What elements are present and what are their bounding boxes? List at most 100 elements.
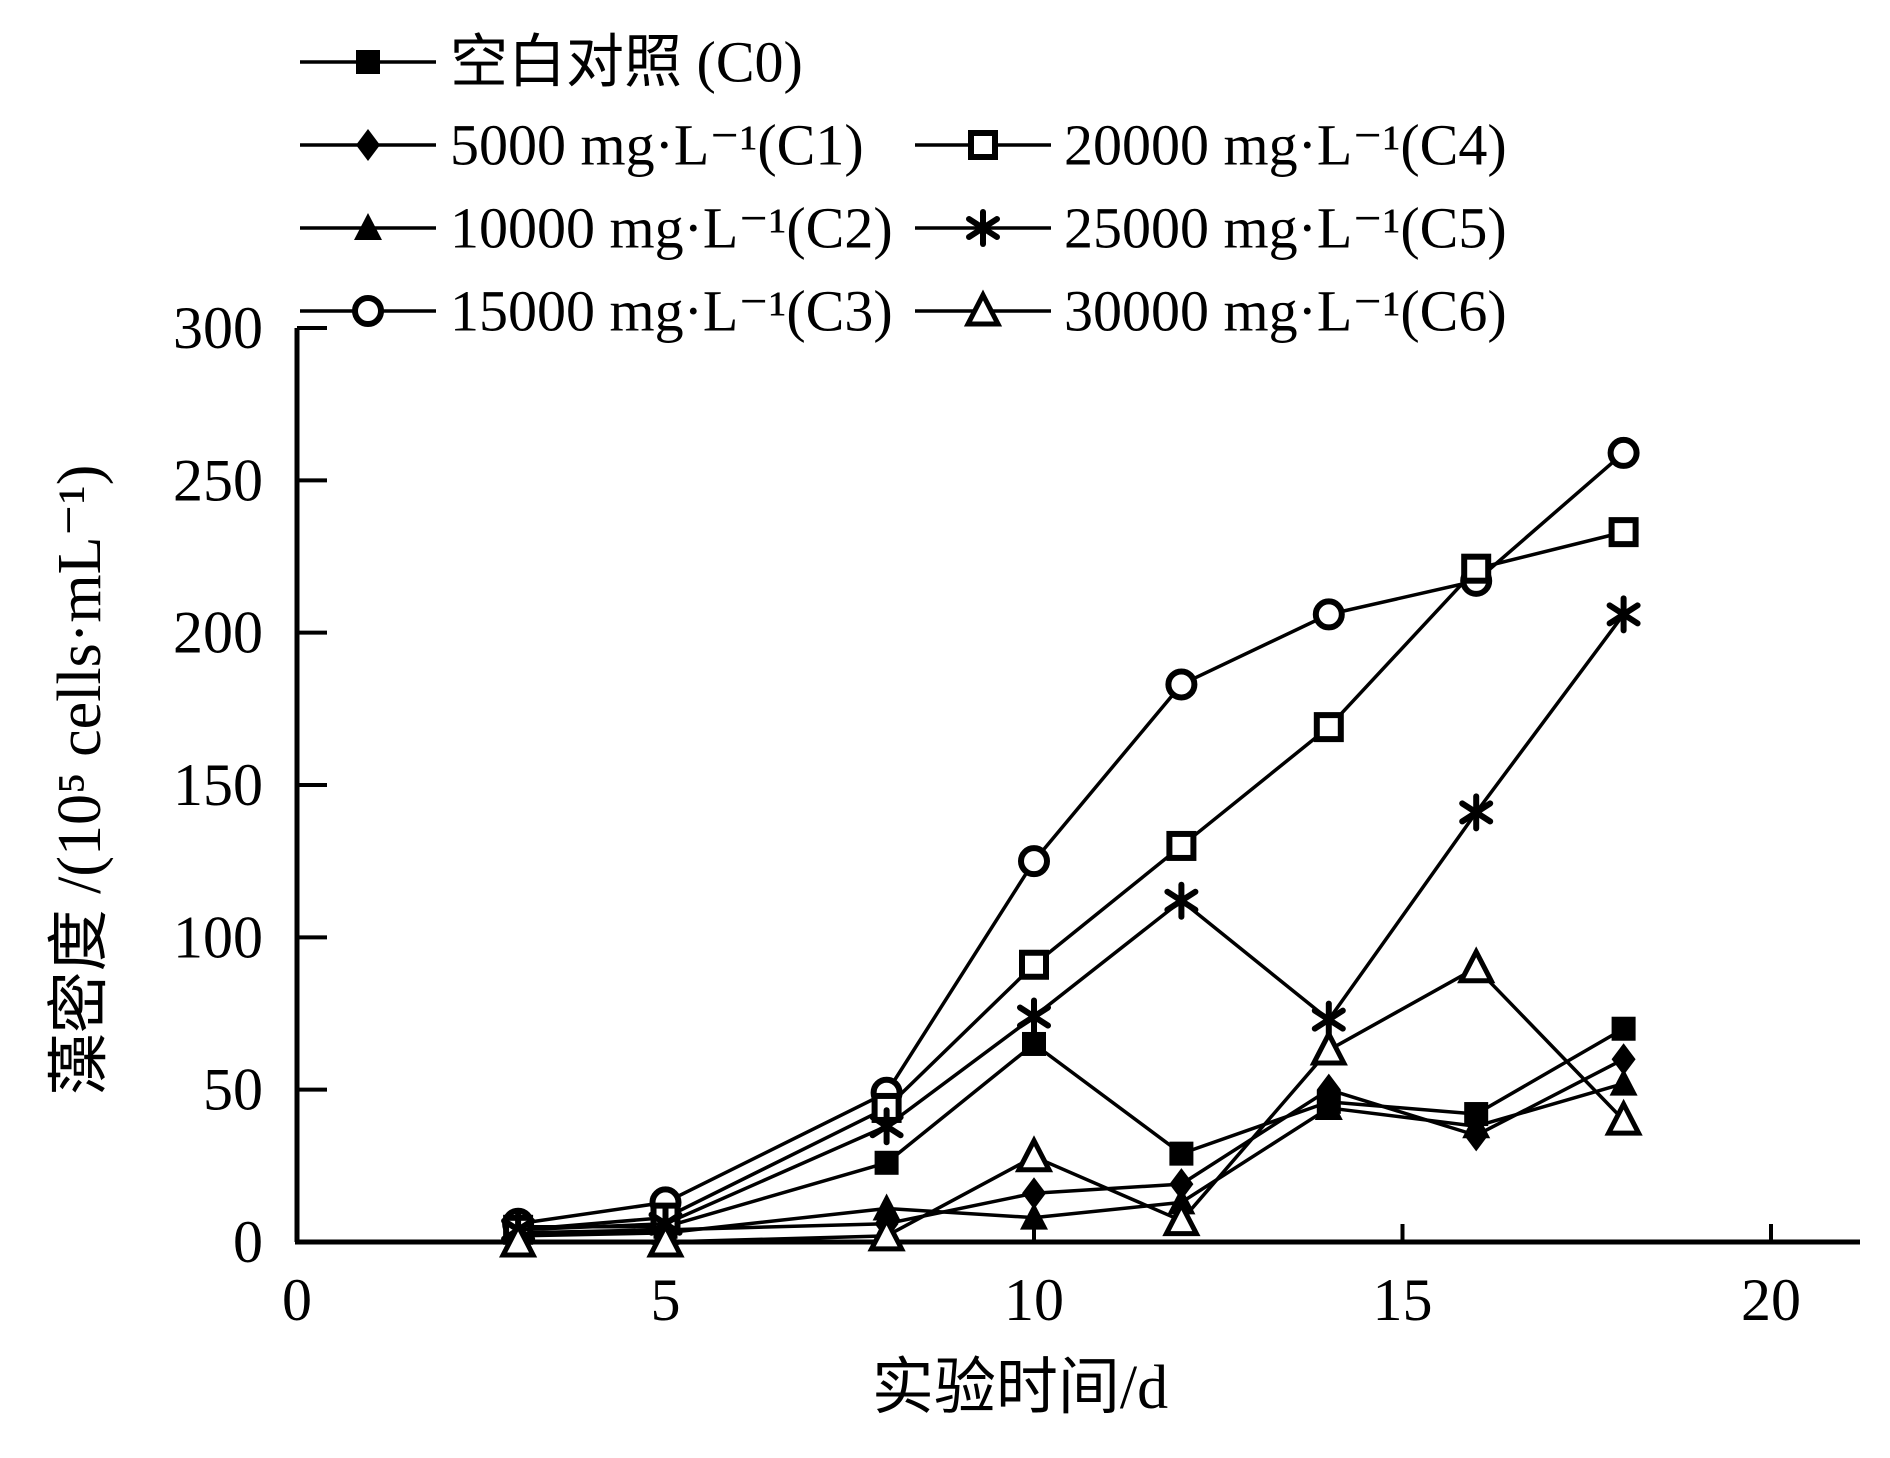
glyph	[968, 130, 998, 160]
circle-open-marker	[352, 295, 384, 327]
y-tick-label: 250	[173, 447, 263, 513]
legend-label: 25000 mg·L⁻¹(C5)	[1064, 196, 1507, 261]
triangle-filled-marker	[1314, 1092, 1343, 1120]
glyph	[963, 289, 1003, 327]
series-layer	[498, 436, 1643, 1258]
glyph	[1022, 1177, 1046, 1210]
y-tick-label: 100	[173, 904, 263, 970]
asterisk-marker	[1459, 793, 1494, 832]
asterisk-marker	[966, 209, 1000, 247]
square-open-marker	[1608, 517, 1639, 548]
asterisk-marker	[1164, 881, 1199, 920]
series-line	[518, 613, 1626, 1232]
glyph	[872, 1193, 901, 1221]
series-6	[498, 946, 1643, 1258]
glyph	[1018, 845, 1050, 878]
x-tick-label: 20	[1741, 1267, 1801, 1333]
y-tick-label: 0	[233, 1209, 263, 1275]
glyph	[356, 129, 380, 161]
series-line	[518, 1081, 1625, 1238]
glyph	[1462, 1111, 1491, 1139]
circle-open-marker	[1312, 598, 1345, 631]
glyph	[1020, 1202, 1048, 1230]
legend-item-0: 空白对照 (C0)	[300, 30, 803, 95]
legend-item-3: 15000 mg·L⁻¹(C3)	[300, 279, 893, 344]
triangle-open-marker	[867, 1214, 906, 1252]
glyph	[1019, 949, 1049, 980]
diamond-filled-marker	[356, 129, 380, 161]
square-filled-marker	[1022, 1031, 1046, 1056]
glyph	[1609, 1068, 1638, 1096]
axes: 0 50 100 150 200 250 300 0 5 10 15 20	[173, 295, 1860, 1333]
glyph	[1022, 1031, 1046, 1056]
x-axis-title: 实验时间/d	[872, 1354, 1168, 1422]
glyph	[1457, 946, 1496, 984]
y-tick-label: 200	[173, 600, 263, 666]
legend-label: 15000 mg·L⁻¹(C3)	[450, 279, 893, 344]
glyph	[966, 216, 1000, 240]
glyph	[1166, 830, 1197, 861]
glyph	[356, 50, 380, 74]
y-axis-title: 藻密度 /(10⁵ cells·mL⁻¹)	[46, 465, 114, 1096]
x-tick-label: 10	[1004, 1267, 1064, 1333]
circle-open-marker	[1607, 436, 1640, 469]
triangle-filled-marker	[354, 213, 382, 240]
glyph	[1165, 668, 1198, 701]
triangle-open-marker	[646, 1220, 685, 1258]
x-tick-label: 5	[651, 1267, 681, 1333]
glyph	[1461, 553, 1492, 584]
glyph	[1314, 1092, 1343, 1120]
x-tick-label: 15	[1373, 1267, 1433, 1333]
triangle-filled-marker	[872, 1193, 901, 1221]
y-tick-label: 150	[173, 752, 263, 818]
legend-item-4: 20000 mg·L⁻¹(C4)	[915, 113, 1507, 178]
glyph	[1309, 1028, 1348, 1066]
glyph	[1316, 1073, 1341, 1106]
triangle-filled-marker	[1462, 1111, 1491, 1139]
diamond-filled-marker	[1611, 1043, 1636, 1076]
series-line	[518, 966, 1625, 1244]
glyph	[874, 1150, 899, 1175]
series-5	[501, 595, 1641, 1249]
triangle-open-marker	[1014, 1135, 1054, 1173]
series-line	[518, 1027, 1625, 1229]
x-tick-label: 0	[282, 1267, 312, 1333]
triangle-filled-marker	[1609, 1068, 1638, 1096]
square-open-marker	[968, 130, 998, 160]
square-open-marker	[1313, 712, 1344, 743]
diamond-filled-marker	[1022, 1177, 1046, 1210]
glyph	[1606, 602, 1641, 627]
glyph	[1017, 1004, 1051, 1029]
glyph	[1169, 1141, 1194, 1166]
glyph	[1313, 712, 1344, 743]
diamond-filled-marker	[1316, 1073, 1341, 1106]
triangle-open-marker	[498, 1220, 538, 1258]
square-filled-marker	[874, 1150, 899, 1175]
legend-label: 30000 mg·L⁻¹(C6)	[1064, 279, 1507, 344]
triangle-open-marker	[963, 289, 1003, 327]
square-filled-marker	[1611, 1016, 1636, 1041]
asterisk-marker	[869, 1107, 904, 1146]
y-tick-label: 50	[203, 1057, 263, 1123]
square-filled-marker	[1169, 1141, 1194, 1166]
glyph	[1164, 888, 1199, 913]
circle-open-marker	[1018, 845, 1050, 878]
legend-label: 空白对照 (C0)	[450, 30, 803, 95]
series-line	[517, 530, 1625, 1232]
diamond-filled-marker	[1169, 1168, 1194, 1201]
square-open-marker	[1019, 949, 1049, 980]
legend-label: 20000 mg·L⁻¹(C4)	[1064, 113, 1507, 178]
asterisk-marker	[1606, 595, 1641, 634]
legend-item-2: 10000 mg·L⁻¹(C2)	[300, 196, 893, 261]
square-filled-marker	[356, 50, 380, 74]
y-tick-label: 300	[173, 295, 263, 361]
glyph	[1611, 1043, 1636, 1076]
glyph	[1459, 800, 1494, 825]
glyph	[869, 1114, 904, 1139]
triangle-open-marker	[1309, 1028, 1348, 1066]
legend-label: 5000 mg·L⁻¹(C1)	[450, 113, 864, 178]
glyph	[867, 1214, 906, 1252]
glyph	[1311, 1007, 1346, 1032]
series-line	[517, 451, 1625, 1226]
